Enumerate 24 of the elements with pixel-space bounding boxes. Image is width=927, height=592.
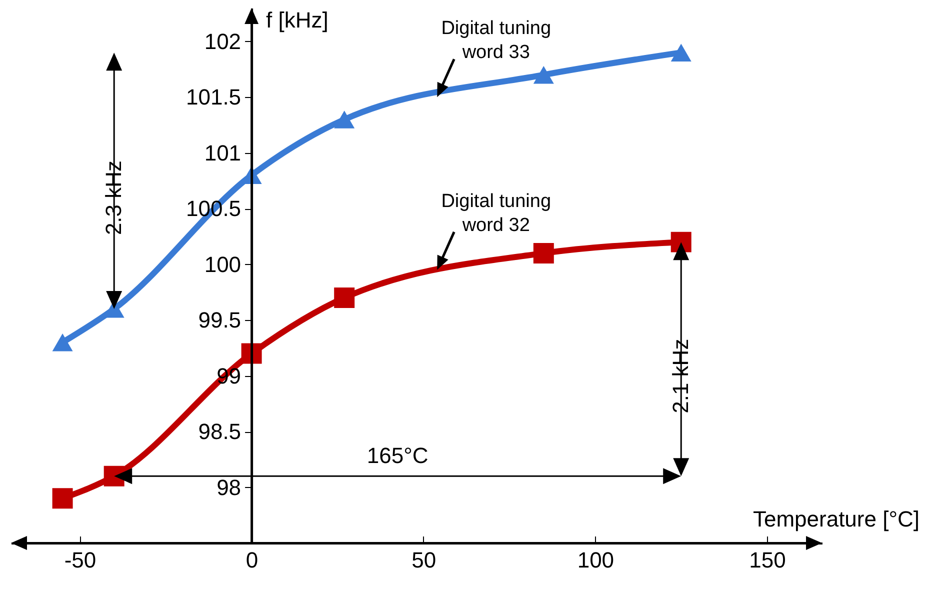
point	[52, 488, 73, 509]
y-tick-label: 99.5	[198, 308, 242, 333]
x-tick-label: 150	[749, 548, 786, 572]
x-tick-label: 0	[246, 548, 258, 572]
point	[334, 288, 355, 308]
x-tick-label: 50	[412, 548, 436, 572]
point	[334, 110, 355, 128]
y-tick-label: 101	[204, 140, 242, 166]
x-tick-label: 100	[577, 548, 614, 572]
point	[52, 334, 73, 352]
y-tick-label: 98	[216, 474, 242, 500]
y-tick-label: 102	[204, 28, 242, 54]
y-axis-title: f [kHz]	[266, 8, 328, 32]
x-axis-title: Temperature [°C]	[752, 506, 920, 532]
point	[533, 242, 554, 264]
annotation: 165°C	[366, 443, 428, 468]
y-tick-label: 100	[204, 252, 242, 277]
point	[533, 66, 554, 84]
annotation: Digital tuning word 32	[441, 190, 552, 236]
x-tick-label: -50	[64, 548, 96, 572]
y-tick-label: 98.5	[198, 419, 242, 444]
point	[670, 44, 692, 62]
y-tick-label: 101.5	[186, 84, 242, 110]
annotation: Digital tuning word 33	[441, 18, 552, 64]
